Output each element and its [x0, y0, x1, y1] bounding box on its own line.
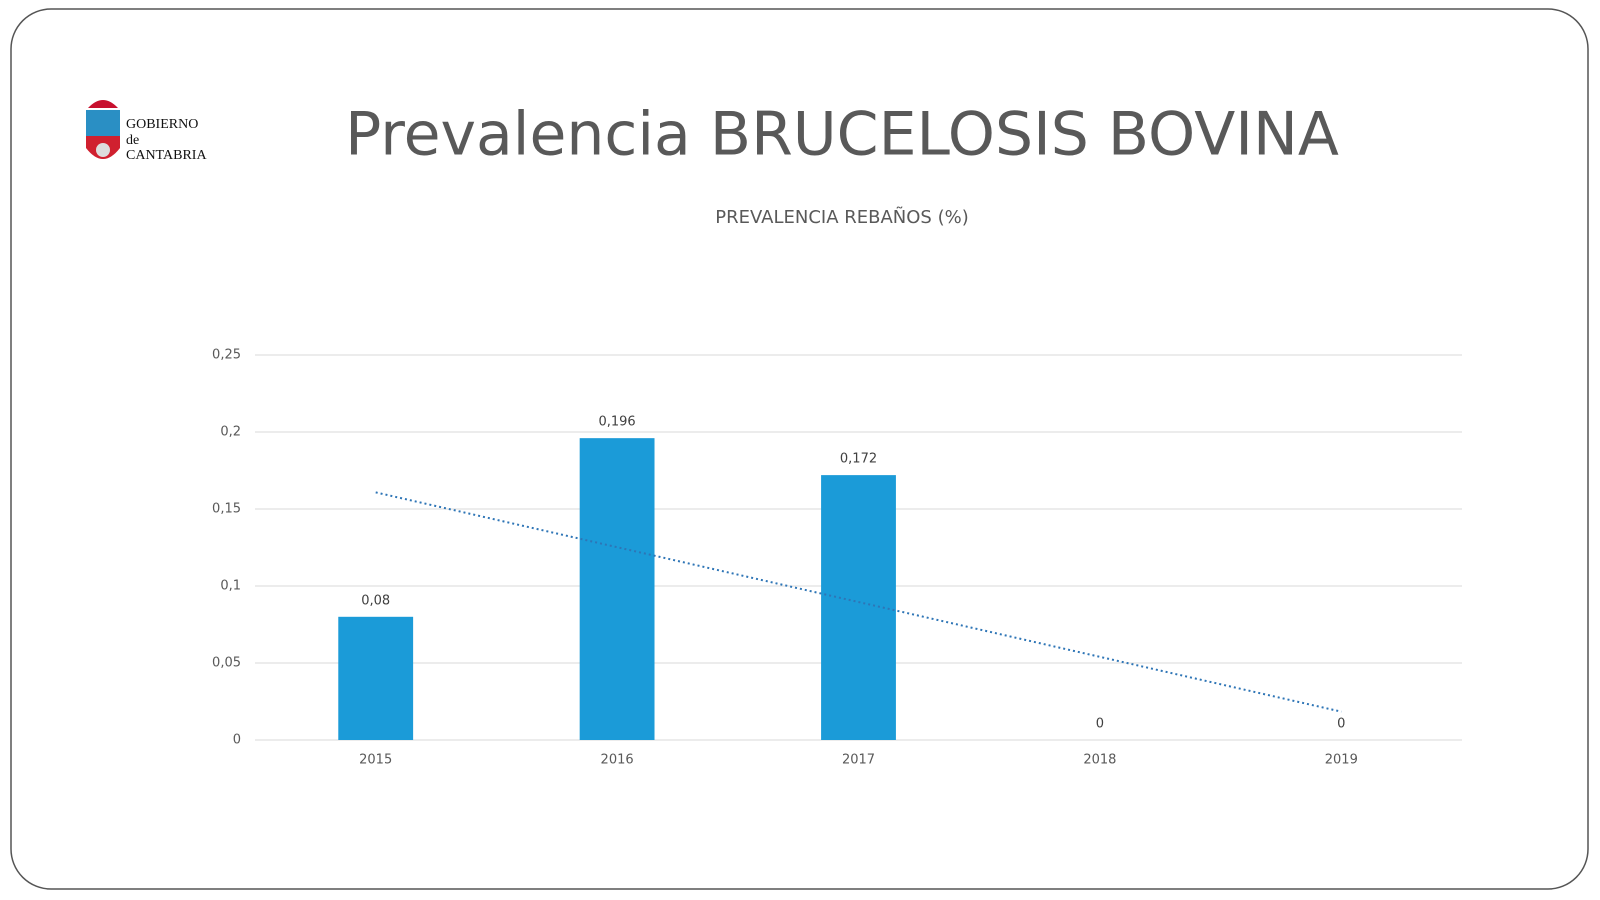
x-tick-label: 2016: [601, 753, 634, 768]
logo-text: CANTABRIA: [126, 148, 207, 163]
logo-crown: [88, 100, 118, 108]
x-tick-label: 2018: [1083, 753, 1116, 768]
y-tick-label: 0: [233, 733, 241, 748]
slide-title: Prevalencia BRUCELOSIS BOVINA: [345, 100, 1339, 170]
logo-text: GOBIERNO: [126, 117, 198, 132]
y-tick-label: 0,2: [220, 425, 241, 440]
x-tick-label: 2015: [359, 753, 392, 768]
logo: GOBIERNO de CANTABRIA: [86, 100, 207, 163]
data-label: 0,172: [840, 452, 877, 467]
data-label: 0,196: [598, 415, 635, 430]
y-tick-label: 0,15: [212, 502, 241, 517]
data-label: 0,08: [361, 593, 390, 608]
bar: [579, 438, 655, 740]
y-tick-label: 0,05: [212, 656, 241, 671]
data-label: 0: [1337, 717, 1345, 732]
logo-emblem: [96, 143, 110, 157]
chart-title: PREVALENCIA REBAÑOS (%): [715, 206, 968, 228]
data-label: 0: [1096, 717, 1104, 732]
logo-shield-top: [86, 110, 120, 136]
x-tick-label: 2019: [1325, 753, 1358, 768]
bar: [338, 616, 414, 740]
y-tick-label: 0,1: [220, 579, 241, 594]
x-tick-label: 2017: [842, 753, 875, 768]
logo-text: de: [126, 133, 139, 148]
y-tick-label: 0,25: [212, 348, 241, 363]
trendline: [375, 491, 1342, 713]
